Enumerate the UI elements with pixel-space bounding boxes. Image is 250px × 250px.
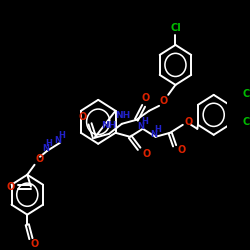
Text: Cl: Cl bbox=[171, 23, 182, 33]
Text: Cl: Cl bbox=[242, 117, 250, 127]
Text: H: H bbox=[141, 117, 148, 126]
Text: O: O bbox=[178, 145, 186, 155]
Text: O: O bbox=[78, 112, 87, 122]
Text: N: N bbox=[138, 122, 144, 131]
Text: Cl: Cl bbox=[242, 89, 250, 99]
Text: N: N bbox=[42, 144, 49, 153]
Text: H: H bbox=[46, 139, 52, 148]
Text: O: O bbox=[30, 239, 39, 249]
Text: H: H bbox=[58, 131, 65, 140]
Text: O: O bbox=[7, 182, 15, 192]
Text: NH: NH bbox=[102, 121, 117, 130]
Text: N: N bbox=[55, 136, 62, 145]
Text: N: N bbox=[150, 130, 157, 139]
Text: O: O bbox=[160, 96, 168, 106]
Text: H: H bbox=[154, 125, 161, 134]
Text: O: O bbox=[184, 117, 192, 127]
Text: O: O bbox=[142, 149, 150, 159]
Text: O: O bbox=[141, 93, 150, 103]
Text: NH: NH bbox=[115, 111, 130, 120]
Text: O: O bbox=[36, 154, 44, 164]
